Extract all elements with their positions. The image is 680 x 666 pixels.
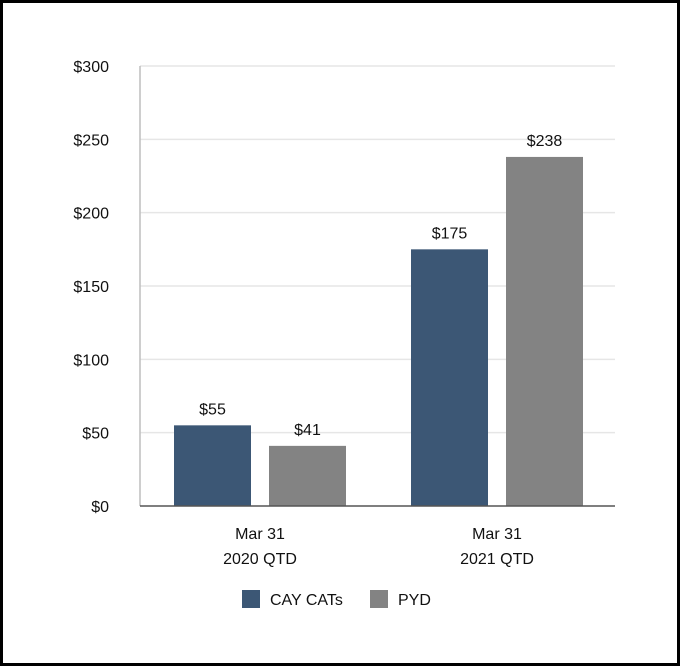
legend-label: PYD [398, 592, 431, 609]
data-label: $41 [294, 422, 321, 439]
y-axis-ticks: $0 $50 $100 $150 $200 $250 $300 [73, 59, 109, 516]
y-tick-label: $100 [73, 352, 109, 369]
x-category-label: Mar 31 [235, 526, 285, 543]
legend-label: CAY CATs [270, 592, 343, 609]
x-category-label: 2021 QTD [460, 551, 534, 568]
bars [174, 156, 583, 507]
bar-pyd-0 [269, 445, 346, 506]
data-label: $55 [199, 401, 226, 418]
y-tick-label: $200 [73, 206, 109, 223]
x-category-label: 2020 QTD [223, 551, 297, 568]
legend-swatch [370, 590, 388, 608]
x-category-label: Mar 31 [472, 526, 522, 543]
data-labels: $55 $175 $41 $238 [199, 133, 562, 439]
bar-cay-cats-1 [411, 249, 488, 507]
legend: CAY CATs PYD [242, 590, 431, 609]
data-label: $175 [432, 225, 468, 242]
y-tick-label: $150 [73, 279, 109, 296]
category-labels: Mar 31 2020 QTD Mar 31 2021 QTD [223, 526, 534, 568]
bar-pyd-1 [506, 156, 583, 506]
y-tick-label: $50 [82, 426, 109, 443]
y-tick-label: $250 [73, 132, 109, 149]
y-tick-label: $0 [91, 499, 109, 516]
data-label: $238 [527, 133, 563, 150]
legend-swatch [242, 590, 260, 608]
bar-cay-cats-0 [174, 425, 251, 506]
y-tick-label: $300 [73, 59, 109, 76]
